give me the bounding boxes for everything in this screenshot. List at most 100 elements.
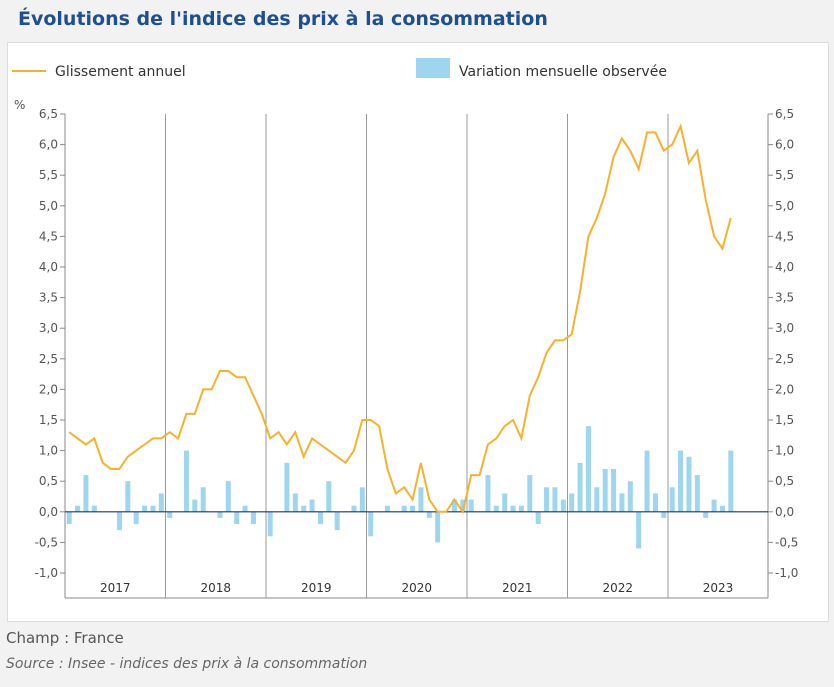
y-tick-label-left: 3,5	[39, 291, 58, 305]
monthly-bar	[334, 511, 340, 531]
y-tick-label-left: 6,0	[39, 138, 58, 152]
monthly-bar	[527, 475, 533, 512]
y-tick-label-left: -0,5	[35, 535, 58, 549]
year-label: 2019	[301, 581, 332, 595]
monthly-bar	[309, 499, 315, 512]
monthly-bar	[150, 505, 156, 512]
y-tick-label-right: 2,0	[775, 382, 794, 396]
y-tick-label-right: 6,0	[775, 138, 794, 152]
monthly-bar	[418, 487, 424, 512]
y-tick-label-left: 4,0	[39, 260, 58, 274]
monthly-bar	[493, 505, 499, 512]
monthly-bar	[116, 511, 122, 531]
page-title: Évolutions de l'indice des prix à la con…	[18, 8, 548, 30]
monthly-bar	[694, 475, 700, 512]
monthly-bar	[627, 481, 633, 512]
y-tick-label-left: 2,5	[39, 352, 58, 366]
monthly-bar	[292, 493, 298, 512]
monthly-bar	[368, 511, 374, 537]
annual-line	[68, 123, 732, 515]
monthly-bar	[225, 481, 231, 512]
year-label: 2020	[401, 581, 432, 595]
y-tick-label-left: -1,0	[35, 566, 58, 580]
y-tick-label-left: 0,5	[39, 474, 58, 488]
monthly-bar	[544, 487, 550, 512]
monthly-bar	[728, 450, 734, 512]
legend-bar-swatch	[416, 58, 450, 78]
y-tick-label-right: 4,5	[775, 229, 794, 243]
monthly-bar	[577, 462, 583, 512]
y-tick-label-left: 1,0	[39, 444, 58, 458]
y-tick-label-right: 6,5	[775, 107, 794, 121]
monthly-bar	[703, 511, 709, 518]
y-tick-label-right: 0,0	[775, 505, 794, 519]
monthly-bar	[167, 511, 173, 518]
monthly-bar	[267, 511, 273, 537]
y-tick-label-left: 4,5	[39, 229, 58, 243]
y-tick-label-right: -0,5	[775, 535, 798, 549]
monthly-bar	[359, 487, 365, 512]
monthly-bar	[91, 505, 97, 512]
y-tick-label-left: 0,0	[39, 505, 58, 519]
monthly-bar	[250, 511, 256, 525]
monthly-bar	[460, 499, 466, 512]
monthly-bar	[66, 511, 72, 525]
year-label: 2017	[100, 581, 131, 595]
monthly-bar	[686, 456, 692, 512]
monthly-bar	[502, 493, 508, 512]
year-label: 2021	[502, 581, 533, 595]
monthly-bar	[183, 450, 189, 512]
monthly-bar	[594, 487, 600, 512]
y-tick-label-right: 5,5	[775, 168, 794, 182]
legend-bar-label: Variation mensuelle observée	[459, 64, 667, 80]
year-label: 2018	[200, 581, 231, 595]
y-tick-label-left: 5,0	[39, 199, 58, 213]
monthly-bar	[451, 499, 457, 512]
monthly-bar	[301, 505, 307, 512]
monthly-bar	[158, 493, 164, 512]
monthly-bar	[678, 450, 684, 512]
y-tick-label-right: 1,0	[775, 444, 794, 458]
monthly-bar	[619, 493, 625, 512]
monthly-bar	[83, 475, 89, 512]
monthly-bar	[326, 481, 332, 512]
monthly-bar	[435, 511, 441, 543]
unit-label: %	[14, 98, 25, 112]
monthly-bar	[401, 505, 407, 512]
monthly-bar	[351, 505, 357, 512]
monthly-bar	[510, 505, 516, 512]
monthly-bar	[410, 505, 416, 512]
monthly-bar	[560, 499, 566, 512]
monthly-bar	[75, 505, 81, 512]
footer-champ: Champ : France	[6, 629, 124, 647]
y-tick-label-right: 1,5	[775, 413, 794, 427]
y-tick-label-right: 5,0	[775, 199, 794, 213]
monthly-bar	[719, 505, 725, 512]
y-tick-label-left: 3,0	[39, 321, 58, 335]
monthly-bar	[669, 487, 675, 512]
year-label: 2022	[602, 581, 633, 595]
y-tick-label-left: 6,5	[39, 107, 58, 121]
y-tick-label-right: 3,5	[775, 291, 794, 305]
monthly-bar	[535, 511, 541, 525]
footer-source: Source : Insee - indices des prix à la c…	[6, 656, 368, 672]
monthly-bar	[636, 511, 642, 549]
monthly-bar	[384, 505, 390, 512]
y-tick-label-left: 2,0	[39, 382, 58, 396]
monthly-bar	[518, 505, 524, 512]
monthly-bar	[602, 468, 608, 512]
monthly-bar	[426, 511, 432, 518]
monthly-bar	[317, 511, 323, 525]
monthly-bar	[234, 511, 240, 525]
chart-container	[7, 42, 829, 622]
y-tick-label-left: 1,5	[39, 413, 58, 427]
y-tick-label-left: 5,5	[39, 168, 58, 182]
monthly-bar	[485, 475, 491, 512]
monthly-bar	[468, 499, 474, 512]
monthly-bar	[217, 511, 223, 518]
y-tick-label-right: 2,5	[775, 352, 794, 366]
y-tick-label-right: 4,0	[775, 260, 794, 274]
monthly-bar	[585, 426, 591, 512]
monthly-bar	[711, 499, 717, 512]
monthly-bar	[125, 481, 131, 512]
